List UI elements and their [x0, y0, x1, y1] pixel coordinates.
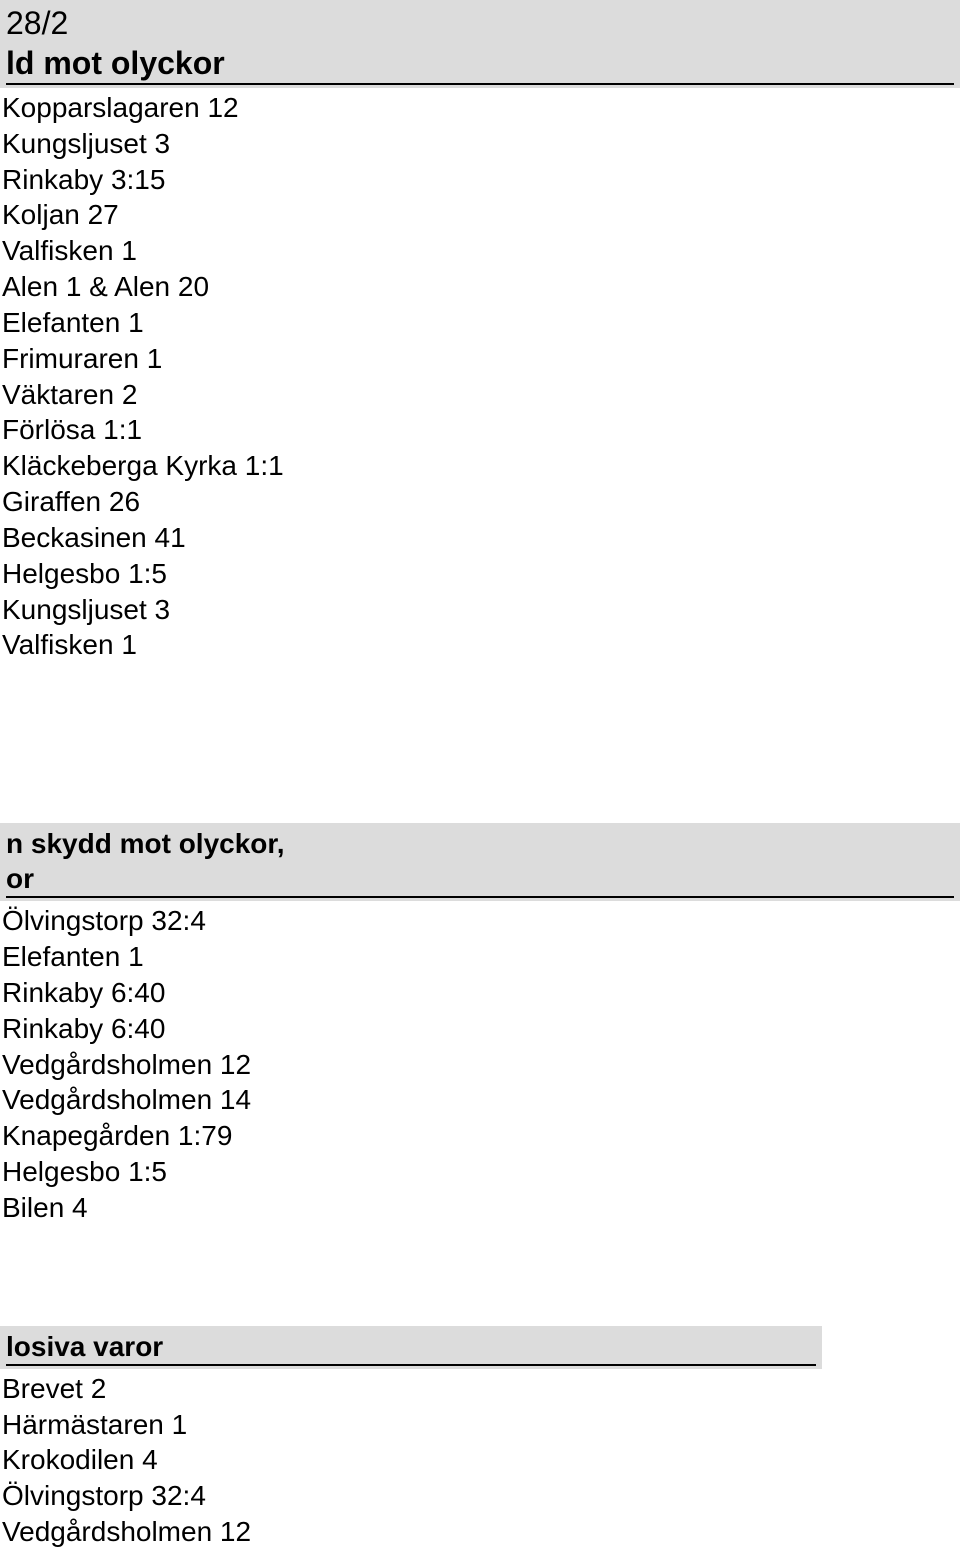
list-item: Elefanten 1 [2, 305, 960, 341]
list-item: Bilen 4 [2, 1190, 960, 1226]
spacer [0, 663, 960, 823]
list-block-2: Ölvingstorp 32:4 Elefanten 1 Rinkaby 6:4… [2, 901, 960, 1225]
section-header-3: losiva varor [0, 1326, 822, 1369]
list-item: Alen 1 & Alen 20 [2, 269, 960, 305]
list-item: Kläckeberga Kyrka 1:1 [2, 448, 960, 484]
list-item: Rinkaby 6:40 [2, 1011, 960, 1047]
list-item: Vedgårdsholmen 12 [2, 1514, 960, 1550]
list-item: Elefanten 1 [2, 939, 960, 975]
list-item: Krokodilen 4 [2, 1442, 960, 1478]
list-item: Väktaren 2 [2, 377, 960, 413]
list-item: Brevet 2 [2, 1371, 960, 1407]
list-item: Knapegården 1:79 [2, 1118, 960, 1154]
header2-line2: or [6, 861, 954, 898]
list-item: Ölvingstorp 32:4 [2, 1478, 960, 1514]
list-item: Helgesbo 1:5 [2, 556, 960, 592]
spacer [0, 1226, 960, 1326]
list-item: Valfisken 1 [2, 627, 960, 663]
header3-line: losiva varor [6, 1329, 816, 1366]
list-item: Kopparslagaren 12 [2, 90, 960, 126]
section-header-1: 28/2 ld mot olyckor [0, 0, 960, 88]
list-block-1: Kopparslagaren 12 Kungsljuset 3 Rinkaby … [2, 88, 960, 663]
page: 28/2 ld mot olyckor Kopparslagaren 12 Ku… [0, 0, 960, 1550]
list-item: Rinkaby 6:40 [2, 975, 960, 1011]
header1-line1: 28/2 [6, 3, 954, 43]
list-item: Kungsljuset 3 [2, 126, 960, 162]
header2-line1: n skydd mot olyckor, [6, 826, 954, 861]
list-item: Koljan 27 [2, 197, 960, 233]
list-item: Helgesbo 1:5 [2, 1154, 960, 1190]
list-item: Beckasinen 41 [2, 520, 960, 556]
list-item: Vedgårdsholmen 12 [2, 1047, 960, 1083]
list-item: Ölvingstorp 32:4 [2, 903, 960, 939]
list-item: Vedgårdsholmen 14 [2, 1082, 960, 1118]
list-item: Valfisken 1 [2, 233, 960, 269]
list-item: Förlösa 1:1 [2, 412, 960, 448]
list-item: Härmästaren 1 [2, 1407, 960, 1443]
list-item: Giraffen 26 [2, 484, 960, 520]
list-item: Rinkaby 3:15 [2, 162, 960, 198]
list-item: Frimuraren 1 [2, 341, 960, 377]
list-block-3: Brevet 2 Härmästaren 1 Krokodilen 4 Ölvi… [2, 1369, 960, 1550]
header1-line2: ld mot olyckor [6, 43, 954, 85]
section-header-2: n skydd mot olyckor, or [0, 823, 960, 901]
list-item: Kungsljuset 3 [2, 592, 960, 628]
